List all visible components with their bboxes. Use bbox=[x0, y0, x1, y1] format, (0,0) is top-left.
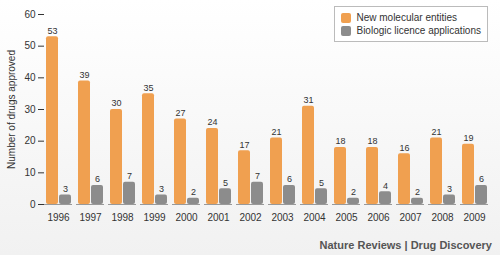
svg-text:6: 6 bbox=[95, 174, 100, 184]
svg-text:7: 7 bbox=[127, 171, 132, 181]
svg-text:50: 50 bbox=[24, 40, 36, 51]
svg-text:19: 19 bbox=[463, 133, 473, 143]
svg-text:3: 3 bbox=[159, 184, 164, 194]
svg-text:18: 18 bbox=[367, 136, 377, 146]
svg-text:21: 21 bbox=[271, 127, 281, 137]
svg-text:2001: 2001 bbox=[207, 212, 230, 223]
svg-text:2: 2 bbox=[351, 187, 356, 197]
svg-text:2005: 2005 bbox=[335, 212, 358, 223]
svg-text:6: 6 bbox=[287, 174, 292, 184]
svg-text:5: 5 bbox=[223, 178, 228, 188]
svg-text:20: 20 bbox=[24, 135, 36, 146]
svg-text:30: 30 bbox=[111, 98, 121, 108]
svg-text:35: 35 bbox=[143, 83, 153, 93]
svg-text:3: 3 bbox=[63, 184, 68, 194]
html-text:Nature Reviews | Drug Discover: Nature Reviews | Drug Discovery bbox=[319, 239, 492, 251]
svg-text:31: 31 bbox=[303, 95, 313, 105]
svg-text:39: 39 bbox=[79, 70, 89, 80]
svg-text:53: 53 bbox=[47, 26, 57, 36]
svg-text:6: 6 bbox=[479, 174, 484, 184]
svg-text:17: 17 bbox=[239, 140, 249, 150]
svg-text:18: 18 bbox=[335, 136, 345, 146]
svg-text:24: 24 bbox=[207, 117, 217, 127]
svg-text:2: 2 bbox=[191, 187, 196, 197]
svg-text:3: 3 bbox=[447, 184, 452, 194]
svg-text:21: 21 bbox=[431, 127, 441, 137]
svg-text:4: 4 bbox=[383, 181, 388, 191]
svg-text:2008: 2008 bbox=[431, 212, 454, 223]
svg-text:Number of drugs approved: Number of drugs approved bbox=[6, 50, 17, 169]
svg-text:16: 16 bbox=[399, 143, 409, 153]
html-text:Biologic licence applications: Biologic licence applications bbox=[356, 25, 481, 36]
svg-text:2002: 2002 bbox=[239, 212, 262, 223]
svg-text:2009: 2009 bbox=[463, 212, 486, 223]
svg-text:10: 10 bbox=[24, 167, 36, 178]
svg-text:1996: 1996 bbox=[47, 212, 70, 223]
svg-text:1998: 1998 bbox=[111, 212, 134, 223]
svg-text:7: 7 bbox=[255, 171, 260, 181]
html-text:New molecular entities: New molecular entities bbox=[356, 12, 458, 23]
svg-text:0: 0 bbox=[30, 199, 36, 210]
svg-text:60: 60 bbox=[24, 9, 36, 20]
svg-text:2: 2 bbox=[415, 187, 420, 197]
svg-text:5: 5 bbox=[319, 178, 324, 188]
svg-text:1997: 1997 bbox=[79, 212, 102, 223]
svg-text:2004: 2004 bbox=[303, 212, 326, 223]
svg-text:27: 27 bbox=[175, 108, 185, 118]
svg-text:30: 30 bbox=[24, 104, 36, 115]
svg-text:40: 40 bbox=[24, 72, 36, 83]
svg-text:2003: 2003 bbox=[271, 212, 294, 223]
svg-text:2006: 2006 bbox=[367, 212, 390, 223]
svg-text:1999: 1999 bbox=[143, 212, 166, 223]
svg-text:2000: 2000 bbox=[175, 212, 198, 223]
svg-text:2007: 2007 bbox=[399, 212, 422, 223]
